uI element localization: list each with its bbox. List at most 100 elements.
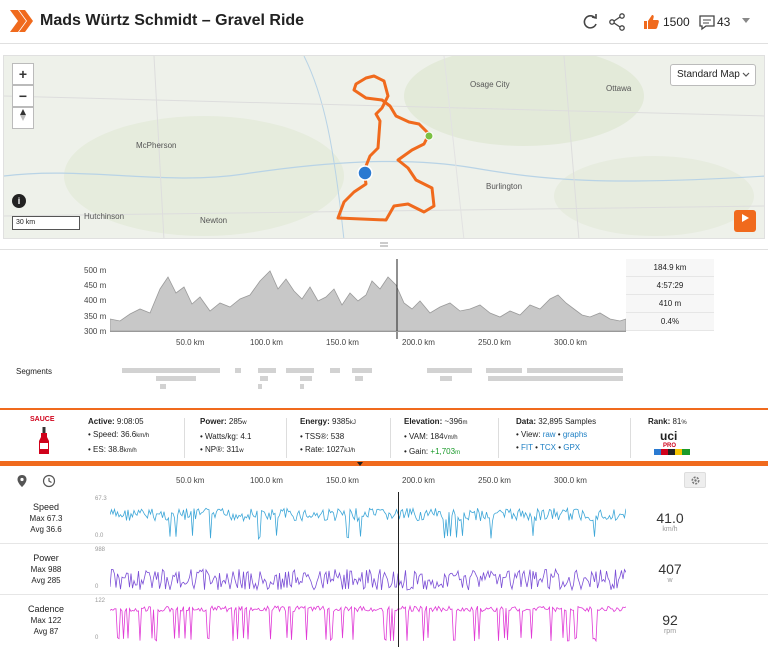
header: Mads Würtz Schmidt – Gravel Ride 1500 43: [0, 0, 768, 44]
gain-value: +1,703: [430, 447, 456, 456]
current-position-marker: [357, 165, 373, 181]
chart-x-tick: 200.0 km: [402, 476, 435, 485]
elev-x-tick: 100.0 km: [250, 338, 283, 347]
map-style-select[interactable]: Standard Map: [670, 64, 756, 86]
gear-icon: [691, 476, 700, 485]
stats-elevation: Elevation: ~396m • VAM: 184Vm/h • Gain: …: [404, 415, 468, 460]
speed-ymin: 0.0: [95, 533, 104, 539]
data-value: 32,895 Samples: [538, 417, 597, 426]
metric-charts[interactable]: Speed Max 67.3 Avg 36.6 67.3 0.0 41.0 km…: [0, 492, 768, 647]
info-icon[interactable]: i: [12, 194, 26, 208]
cadence-max: Max 122: [30, 616, 62, 625]
tcx-link[interactable]: TCX: [540, 443, 556, 452]
segment-bar[interactable]: [527, 368, 623, 373]
speed-chart[interactable]: [110, 494, 626, 540]
page-title: Mads Würtz Schmidt – Gravel Ride: [40, 12, 305, 29]
gpx-link[interactable]: GPX: [563, 443, 581, 452]
segment-bar[interactable]: [300, 376, 312, 381]
kudos-thumbs-up-icon[interactable]: [641, 12, 661, 32]
stats-data: Data: 32,895 Samples • View: raw • graph…: [516, 417, 597, 452]
route-map[interactable]: Osage City Ottawa McPherson Burlington H…: [3, 55, 765, 239]
collapse-arrow-icon[interactable]: [356, 462, 364, 467]
segment-bar[interactable]: [122, 368, 220, 373]
segment-bar[interactable]: [260, 376, 268, 381]
segment-bar[interactable]: [352, 368, 372, 373]
clock-icon[interactable]: [42, 474, 56, 488]
chevron-down-icon[interactable]: [740, 14, 752, 26]
elev-x-tick: 200.0 km: [402, 338, 435, 347]
vam-label: • VAM:: [404, 432, 428, 441]
chart-toolbar: 50.0 km 100.0 km 150.0 km 200.0 km 250.0…: [0, 466, 768, 492]
elevation-unit: m: [462, 420, 468, 426]
route-end-marker: [424, 131, 434, 141]
cadence-chart[interactable]: [110, 596, 626, 642]
zoom-in-button[interactable]: +: [12, 63, 34, 85]
power-avg: Avg 285: [31, 576, 61, 585]
chevron-down-icon: [742, 72, 750, 77]
compass-button[interactable]: [12, 107, 34, 129]
chart-x-tick: 50.0 km: [176, 476, 205, 485]
vam-unit: Vm/h: [443, 435, 458, 441]
cadence-name: Cadence: [27, 604, 65, 614]
view-graphs-link[interactable]: graphs: [562, 430, 588, 439]
power-current-value: 407: [658, 561, 682, 577]
elevation-chart[interactable]: [110, 259, 626, 339]
elev-x-tick: 250.0 km: [478, 338, 511, 347]
elev-x-tick: 150.0 km: [326, 338, 359, 347]
wkg-value: 4.1: [240, 432, 252, 441]
sauce-logo-label: SAUCE: [30, 416, 55, 423]
np-label: • NP®:: [200, 445, 225, 454]
elev-stat-time: 4:57:29: [626, 277, 714, 295]
speed-avg: Avg 36.6: [30, 525, 62, 534]
speed-current-value: 41.0: [656, 510, 684, 526]
pro-label: PRO: [663, 443, 677, 449]
segment-bar[interactable]: [488, 376, 623, 381]
view-label: • View:: [516, 430, 541, 439]
cadence-current: 92 rpm: [626, 612, 714, 635]
elev-y-tick: 500 m: [84, 266, 107, 275]
segment-bar[interactable]: [440, 376, 452, 381]
wkg-label: • Watts/kg:: [200, 432, 239, 441]
map-pin-icon[interactable]: [16, 474, 28, 488]
segment-bar[interactable]: [355, 376, 363, 381]
elev-y-tick: 350 m: [84, 312, 107, 321]
uci-stripes-icon: [654, 449, 690, 455]
zoom-out-button[interactable]: −: [12, 85, 34, 107]
segment-bar[interactable]: [156, 376, 196, 381]
drag-handle-icon: [380, 242, 388, 247]
segment-bar[interactable]: [160, 384, 166, 389]
fit-link[interactable]: FIT: [521, 443, 533, 452]
segment-bar[interactable]: [235, 368, 241, 373]
np-unit: w: [239, 448, 244, 454]
cadence-avg: Avg 87: [33, 627, 59, 636]
refresh-icon[interactable]: [580, 12, 600, 32]
segment-bar[interactable]: [486, 368, 522, 373]
elev-stat-grade: 0.4%: [626, 313, 714, 331]
chart-x-tick: 100.0 km: [250, 476, 283, 485]
elev-x-axis: [110, 331, 626, 332]
comment-icon[interactable]: [697, 12, 717, 32]
segment-bar[interactable]: [258, 384, 262, 389]
app-logo-icon[interactable]: [10, 10, 34, 32]
rate-label: • Rate:: [300, 445, 325, 454]
segment-bar[interactable]: [258, 368, 276, 373]
share-icon[interactable]: [607, 12, 627, 32]
segment-bar[interactable]: [427, 368, 472, 373]
tss-label: • TSS®:: [300, 432, 329, 441]
cadence-ymin: 0: [95, 635, 99, 641]
segment-bar[interactable]: [330, 368, 340, 373]
segment-bar[interactable]: [286, 368, 314, 373]
power-chart[interactable]: [110, 545, 626, 591]
stats-active: Active: 9:08:05 • Speed: 36.6km/h • ES: …: [88, 415, 149, 458]
speed-current: 41.0 km/h: [626, 510, 714, 533]
sauce-bottle-icon[interactable]: [38, 426, 50, 456]
settings-button[interactable]: [684, 472, 706, 488]
elevation-area: [110, 270, 626, 332]
segment-bar[interactable]: [300, 384, 304, 389]
cadence-metric-label: Cadence Max 122 Avg 87: [0, 604, 92, 637]
play-button[interactable]: [734, 210, 756, 232]
view-raw-link[interactable]: raw: [542, 430, 556, 439]
power-unit: w: [242, 420, 247, 426]
speed-current-unit: km/h: [662, 526, 678, 533]
resize-handle[interactable]: [0, 240, 768, 250]
